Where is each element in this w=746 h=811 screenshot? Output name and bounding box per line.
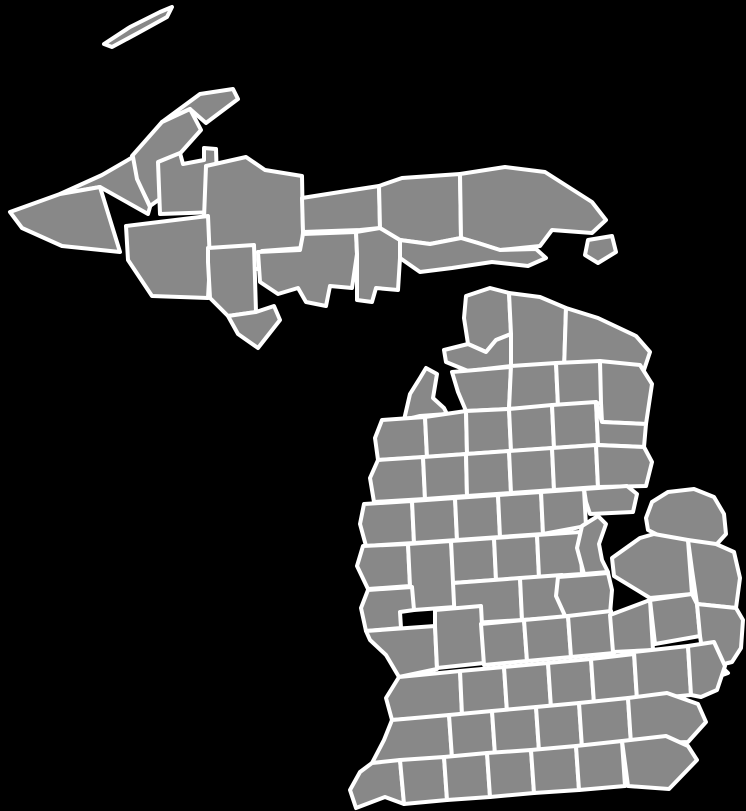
county-hillsdale xyxy=(529,744,581,795)
county-tuscola xyxy=(610,532,694,600)
county-oscoda xyxy=(550,400,600,450)
county-allegan xyxy=(384,669,464,722)
county-jackson xyxy=(534,701,584,753)
county-alcona xyxy=(594,400,648,449)
county-branch xyxy=(485,748,536,799)
county-oceana xyxy=(355,542,412,591)
county-lapeer xyxy=(648,592,702,646)
county-mackinac xyxy=(398,236,548,274)
county-macomb xyxy=(686,640,727,699)
county-kalkaska xyxy=(464,407,513,456)
county-gladwin xyxy=(539,487,588,536)
county-berrien xyxy=(348,758,406,810)
county-ottawa xyxy=(364,624,439,679)
county-arenac xyxy=(582,484,639,516)
county-osceola xyxy=(453,493,502,542)
county-barry xyxy=(458,665,509,717)
county-cheboygan xyxy=(507,291,568,372)
county-schoolcraft xyxy=(354,226,402,304)
county-antrim xyxy=(450,365,513,413)
county-clinton xyxy=(522,614,573,663)
county-lake xyxy=(410,496,459,545)
county-alger xyxy=(300,184,382,234)
county-mecosta xyxy=(449,536,498,585)
county-missaukee xyxy=(464,449,513,498)
county-isabella xyxy=(492,533,541,582)
county-otsego xyxy=(507,361,560,411)
county-cass xyxy=(398,755,449,806)
county-leelanau xyxy=(402,366,449,422)
county-iosco xyxy=(594,443,654,489)
county-monroe xyxy=(620,734,699,791)
county-drummond xyxy=(583,234,618,265)
county-kent xyxy=(433,604,486,670)
county-mason xyxy=(358,499,416,548)
county-sanilac xyxy=(686,538,742,610)
county-midland xyxy=(535,530,584,579)
county-manistee xyxy=(368,455,427,504)
county-ogemaw xyxy=(550,443,600,492)
county-st-joseph xyxy=(442,751,492,802)
county-lenawee xyxy=(574,739,627,792)
county-isle-royale xyxy=(102,5,174,49)
county-ontonagon xyxy=(58,155,152,216)
county-crawford xyxy=(507,403,556,453)
county-gogebic xyxy=(8,185,122,254)
county-bay xyxy=(575,514,610,576)
county-menominee xyxy=(226,304,282,350)
county-saginaw xyxy=(554,571,614,620)
county-grand-traverse xyxy=(423,409,469,459)
county-dickinson xyxy=(206,243,258,318)
county-alpena xyxy=(598,359,654,426)
county-chippewa xyxy=(458,165,608,252)
county-ionia xyxy=(479,618,529,667)
county-wexford xyxy=(421,452,469,501)
county-luce xyxy=(377,172,463,246)
county-shiawassee xyxy=(566,609,616,659)
county-charlevoix xyxy=(442,332,513,373)
county-roscommon xyxy=(507,446,556,495)
county-muskegon xyxy=(359,585,416,633)
county-montmorency xyxy=(554,359,604,408)
county-benzie xyxy=(373,415,429,462)
county-iron xyxy=(124,214,212,300)
county-clare xyxy=(496,490,545,539)
county-calhoun xyxy=(490,705,541,757)
county-genesee xyxy=(608,598,655,654)
